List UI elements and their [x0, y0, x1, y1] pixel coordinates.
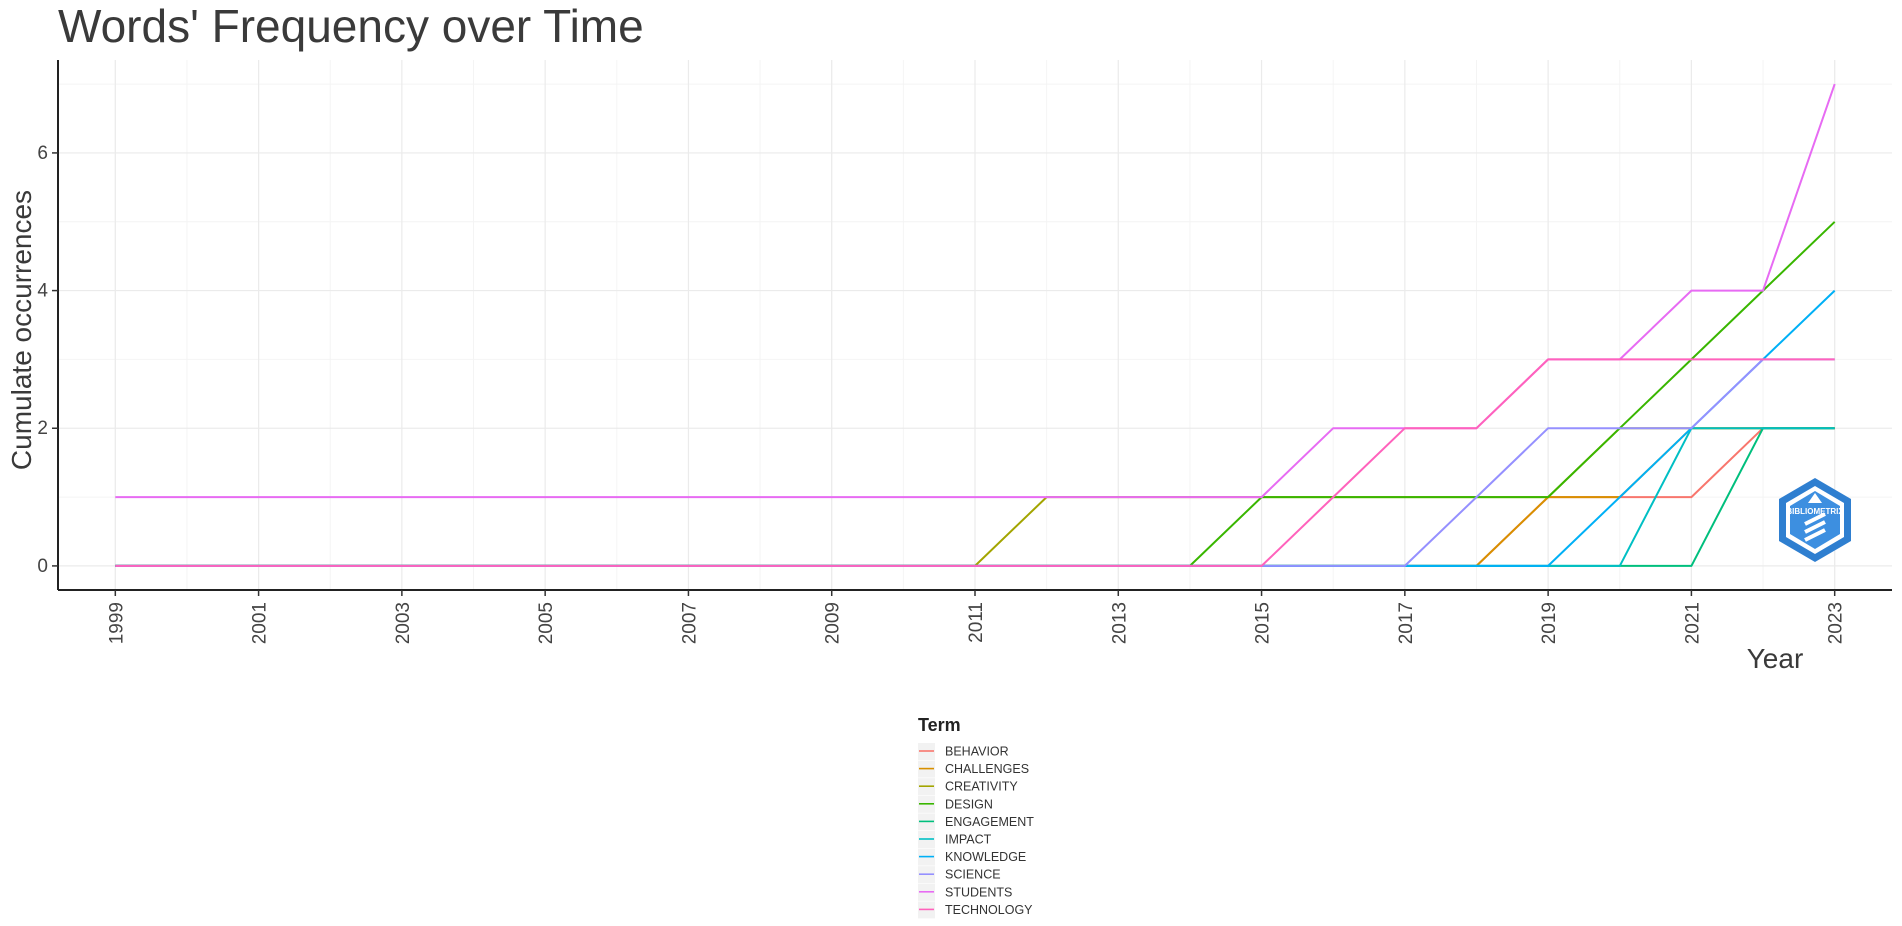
- legend-item: KNOWLEDGE: [918, 848, 1026, 866]
- bibliometrix-logo: BIBLIOMETRIX: [1779, 478, 1851, 562]
- legend-item: IMPACT: [918, 831, 992, 848]
- x-tick-label: 2003: [393, 602, 414, 644]
- legend-item: ENGAGEMENT: [918, 813, 1034, 831]
- legend-item: BEHAVIOR: [918, 743, 1009, 760]
- logo-text: BIBLIOMETRIX: [1786, 507, 1844, 516]
- x-tick-label: 2017: [1396, 602, 1417, 644]
- y-tick-labels: 0 2 4 6: [37, 143, 48, 577]
- y-tick-label: 6: [37, 143, 48, 164]
- legend-label: IMPACT: [945, 833, 992, 847]
- legend-item: STUDENTS: [918, 883, 1012, 901]
- legend: Term BEHAVIOR CHALLENGES CREATIVITY DESIGN E…: [918, 715, 1034, 919]
- legend-label: STUDENTS: [945, 885, 1012, 899]
- x-tick-label: 2019: [1539, 602, 1560, 644]
- x-tick-label: 2013: [1109, 602, 1130, 644]
- y-tick-label: 4: [37, 281, 48, 302]
- y-axis-title: Cumulate occurrences: [6, 190, 37, 470]
- y-tick-label: 0: [37, 556, 48, 577]
- grid: [58, 60, 1892, 590]
- x-tick-label: 2009: [823, 602, 844, 644]
- chart-title: Words' Frequency over Time: [58, 0, 644, 52]
- y-tick-label: 2: [37, 418, 48, 439]
- x-tick-label: 2011: [966, 602, 987, 643]
- legend-label: KNOWLEDGE: [945, 850, 1026, 864]
- x-tick-label: 2023: [1826, 602, 1847, 644]
- x-tick-labels: 1999 2001 2003 2005 2007 2009 2011 2013 2015 2017…: [106, 602, 1846, 644]
- legend-item: CHALLENGES: [918, 760, 1029, 778]
- legend-title: Term: [918, 715, 961, 735]
- legend-label: SCIENCE: [945, 868, 1001, 882]
- series-group: [115, 83, 1836, 567]
- axes: [52, 60, 1892, 596]
- x-tick-label: 2001: [250, 602, 271, 644]
- x-tick-label: 2021: [1682, 602, 1703, 644]
- legend-label: BEHAVIOR: [945, 745, 1009, 759]
- x-tick-label: 2005: [536, 602, 557, 644]
- x-tick-label: 1999: [106, 602, 127, 644]
- legend-item: SCIENCE: [918, 866, 1001, 884]
- legend-label: ENGAGEMENT: [945, 815, 1034, 829]
- x-tick-label: 2007: [679, 602, 700, 644]
- legend-item: TECHNOLOGY: [918, 901, 1033, 919]
- series-line-technology: [115, 358, 1835, 567]
- legend-item: CREATIVITY: [918, 778, 1018, 796]
- legend-item: DESIGN: [918, 795, 993, 813]
- x-axis-title: Year: [1747, 643, 1804, 674]
- x-tick-label: 2015: [1253, 602, 1274, 644]
- legend-label: DESIGN: [945, 797, 993, 811]
- legend-label: CHALLENGES: [945, 762, 1029, 776]
- legend-label: TECHNOLOGY: [945, 903, 1033, 917]
- legend-label: CREATIVITY: [945, 780, 1018, 794]
- legend-items: BEHAVIOR CHALLENGES CREATIVITY DESIGN ENGAGE…: [918, 743, 1034, 919]
